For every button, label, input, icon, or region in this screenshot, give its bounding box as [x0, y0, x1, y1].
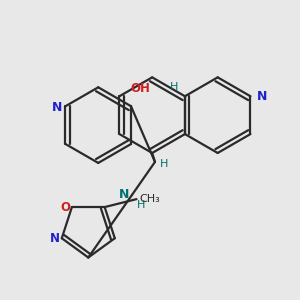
- Text: N: N: [52, 101, 62, 114]
- Text: H: H: [137, 200, 146, 210]
- Text: N: N: [256, 90, 267, 103]
- Text: CH₃: CH₃: [140, 194, 160, 204]
- Text: N: N: [50, 232, 60, 245]
- Text: H: H: [170, 82, 178, 92]
- Text: N: N: [119, 188, 129, 201]
- Text: OH: OH: [130, 82, 150, 95]
- Text: H: H: [160, 159, 168, 169]
- Text: O: O: [60, 201, 70, 214]
